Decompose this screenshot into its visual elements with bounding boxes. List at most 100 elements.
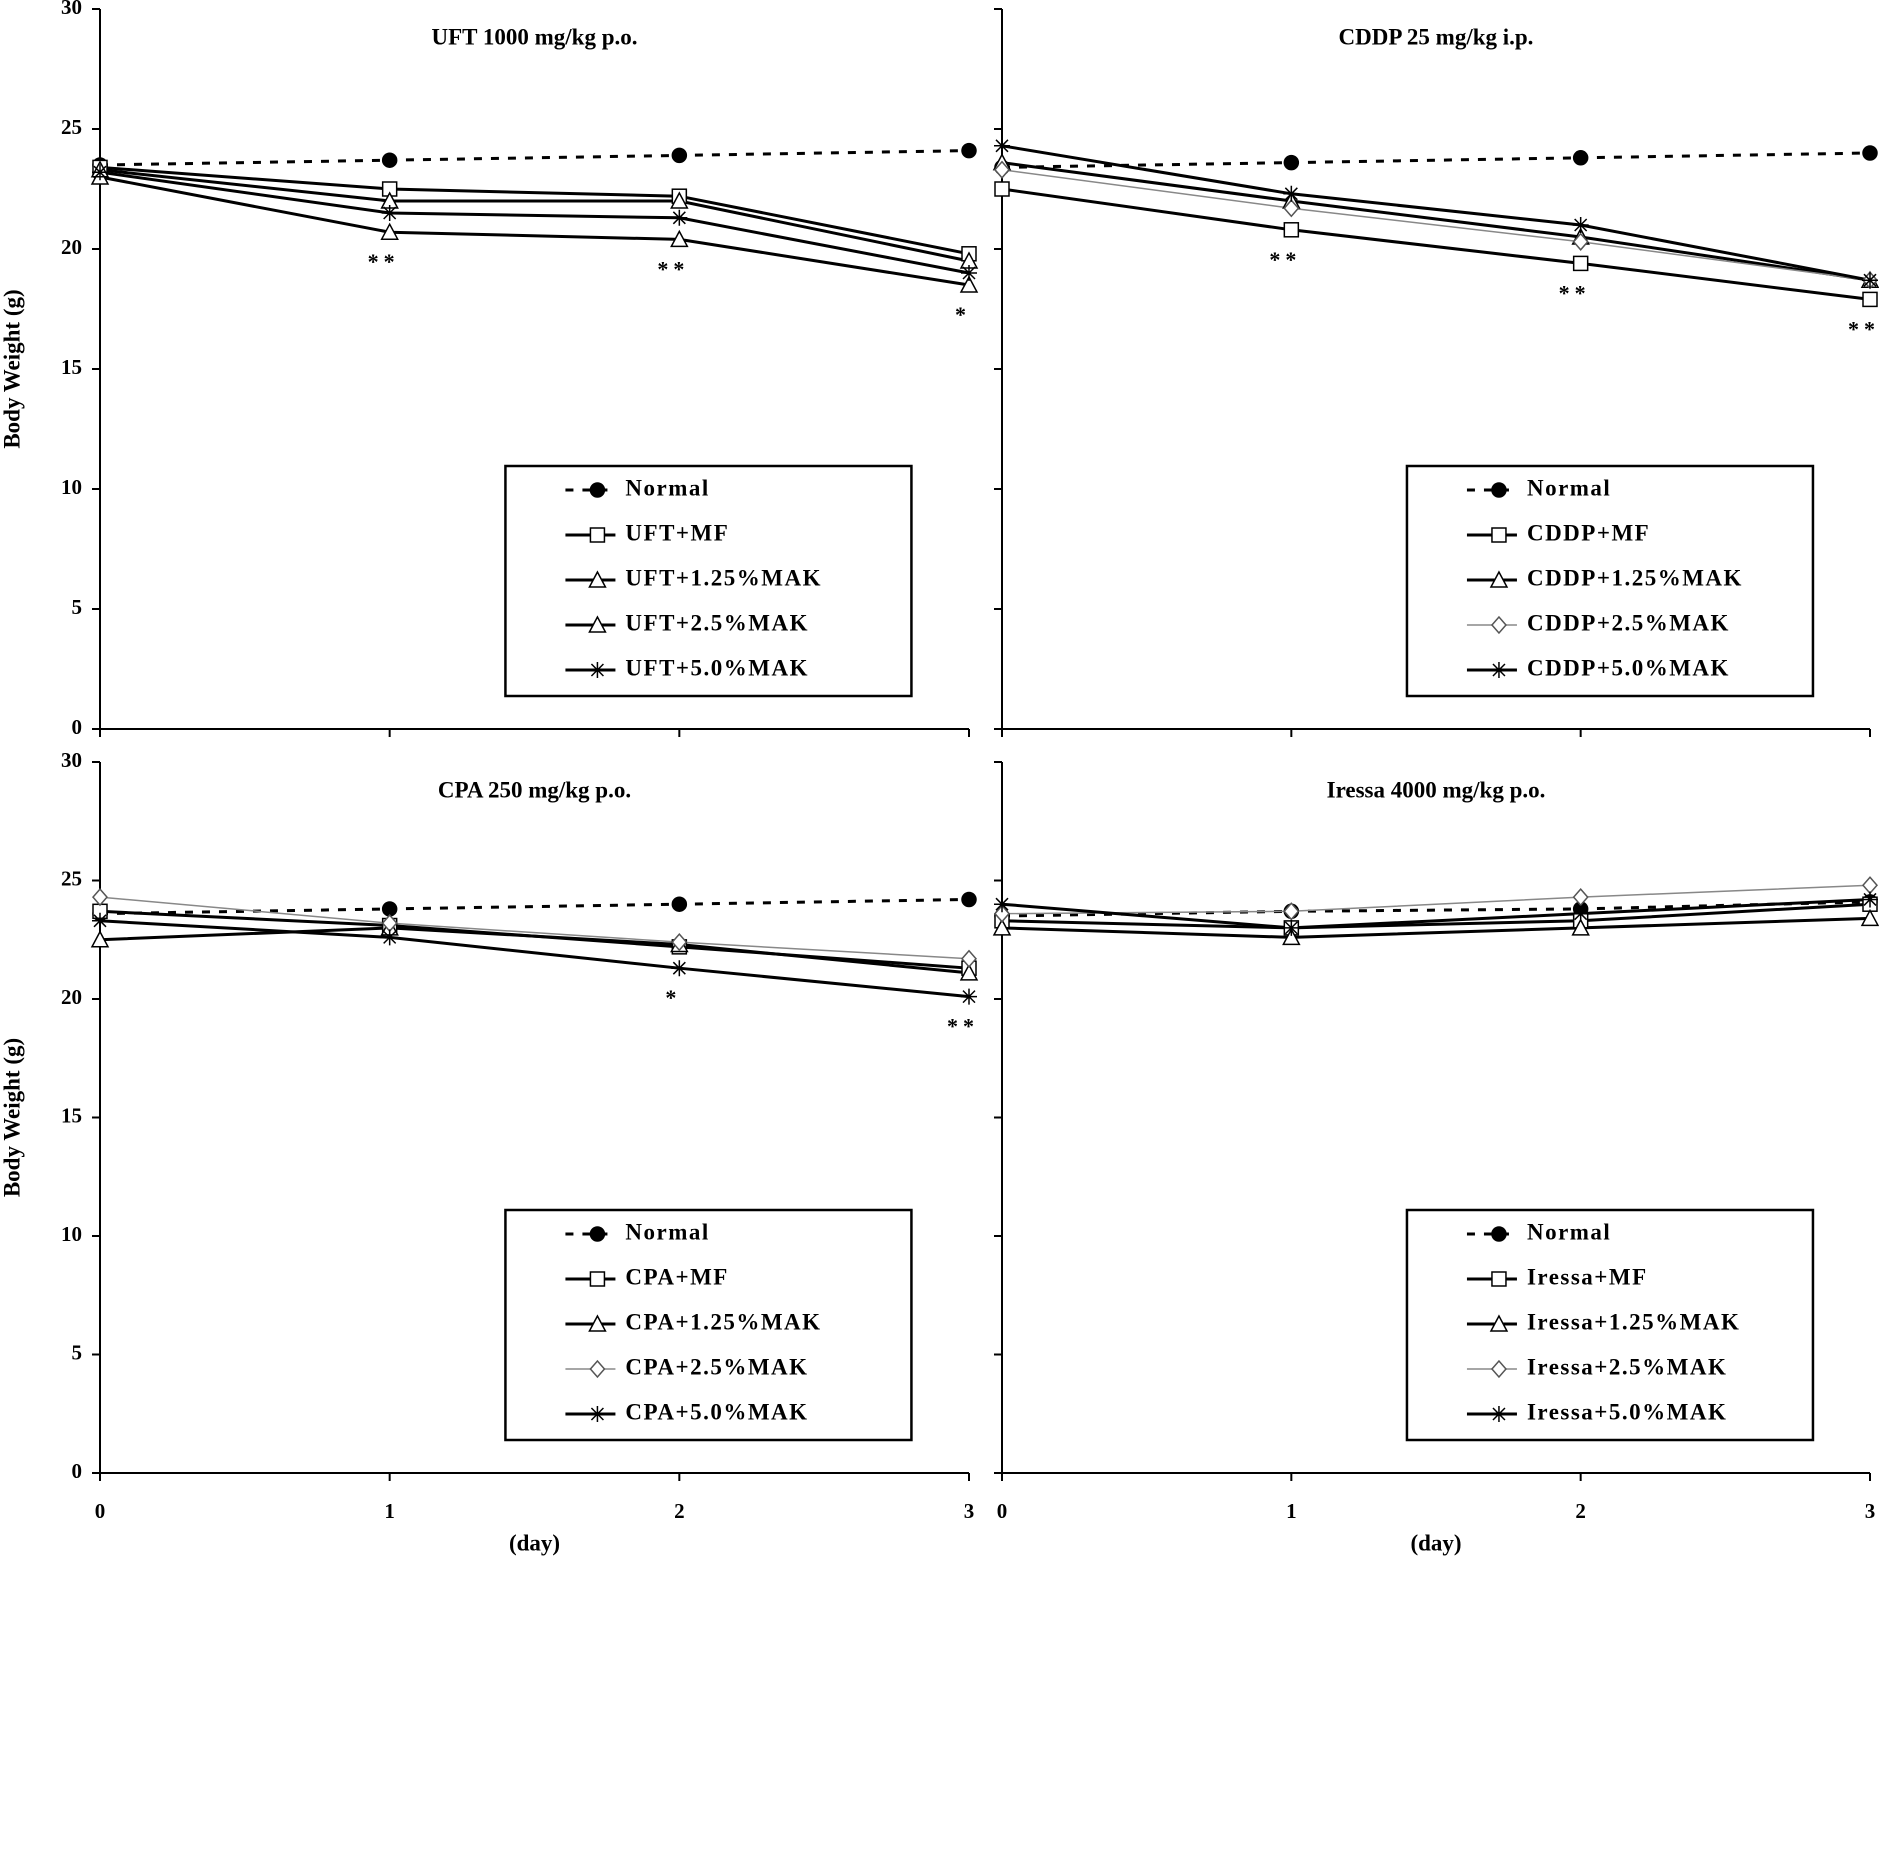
marker	[1862, 272, 1878, 289]
marker	[1571, 918, 1590, 936]
series-line	[1001, 884, 1871, 915]
y-tick-label: 0	[72, 715, 83, 739]
series-line	[1001, 151, 1871, 169]
y-tick-label: 25	[61, 115, 82, 139]
marker	[1491, 1226, 1507, 1242]
legend-label: Normal	[1527, 1219, 1611, 1244]
marker	[588, 1314, 607, 1332]
legend-label: Normal	[1527, 475, 1611, 500]
marker	[381, 929, 398, 946]
marker	[1283, 222, 1300, 238]
marker	[961, 988, 977, 1005]
legend-label: UFT+2.5%MAK	[625, 610, 809, 635]
series-line	[1001, 187, 1871, 301]
legend-label: CPA+MF	[625, 1264, 728, 1289]
marker	[1490, 1406, 1507, 1422]
marker	[1489, 570, 1509, 588]
y-tick-label: 15	[61, 355, 82, 379]
legend-label: Iressa+2.5%MAK	[1527, 1354, 1727, 1379]
legend-label: UFT+MF	[625, 520, 729, 545]
marker	[961, 949, 977, 968]
marker	[961, 142, 977, 159]
annotation: *	[665, 985, 681, 1010]
x-tick-label: 1	[1286, 1499, 1297, 1523]
series-line	[1001, 916, 1871, 939]
y-tick-label: 10	[61, 1222, 82, 1246]
annotation: **	[368, 249, 400, 274]
marker	[1862, 291, 1878, 308]
chart-title: CDDP 25 mg/kg i.p.	[1339, 24, 1534, 49]
marker	[1572, 887, 1589, 907]
legend-label: Normal	[625, 1219, 709, 1244]
y-tick-label: 30	[61, 0, 82, 19]
marker	[671, 147, 688, 164]
x-axis-label: (day)	[509, 1530, 560, 1555]
marker	[380, 222, 399, 240]
legend-label: CDDP+5.0%MAK	[1527, 655, 1730, 680]
marker	[589, 662, 606, 678]
chart-title: UFT 1000 mg/kg p.o.	[432, 24, 638, 49]
y-tick-label: 5	[72, 595, 83, 619]
x-axis-label: (day)	[1410, 1530, 1461, 1555]
marker	[1283, 919, 1300, 936]
marker	[1490, 1359, 1507, 1379]
series-line	[99, 149, 970, 167]
marker	[92, 912, 108, 929]
marker	[92, 164, 108, 181]
marker	[1491, 482, 1507, 498]
series-line	[99, 926, 970, 975]
y-tick-label: 25	[61, 866, 82, 890]
marker	[1572, 150, 1589, 166]
marker	[1862, 891, 1878, 908]
chart-title: Iressa 4000 mg/kg p.o.	[1327, 777, 1546, 802]
x-tick-label: 3	[1865, 1499, 1876, 1523]
marker	[1860, 908, 1879, 927]
marker	[671, 932, 688, 952]
marker	[959, 275, 979, 293]
series-line	[99, 170, 970, 275]
marker	[994, 181, 1010, 197]
series-line	[1001, 161, 1871, 282]
annotation: **	[1269, 247, 1301, 272]
marker	[589, 1406, 606, 1422]
marker	[1282, 927, 1301, 946]
marker	[588, 615, 607, 633]
y-tick-label: 10	[61, 475, 82, 499]
y-tick-label: 20	[61, 985, 82, 1009]
series-line	[99, 168, 970, 263]
marker	[961, 265, 977, 281]
y-axis-label: Body Weight (g)	[0, 289, 24, 448]
y-tick-label: 20	[61, 235, 82, 259]
legend-label: CPA+1.25%MAK	[625, 1309, 821, 1334]
marker	[959, 963, 979, 981]
series-line	[99, 919, 970, 999]
series-line	[1001, 897, 1871, 930]
legend-label: CDDP+2.5%MAK	[1527, 610, 1730, 635]
annotation: **	[947, 1014, 979, 1039]
legend-label: Iressa+5.0%MAK	[1527, 1399, 1727, 1424]
x-tick-label: 2	[674, 1499, 685, 1523]
marker	[381, 901, 398, 917]
marker	[670, 191, 689, 209]
marker	[1283, 902, 1300, 921]
marker	[1489, 1314, 1509, 1332]
marker	[1283, 154, 1300, 171]
series-line	[99, 165, 970, 256]
marker	[671, 896, 688, 912]
x-tick-label: 0	[95, 1499, 106, 1523]
x-tick-label: 2	[1575, 1499, 1586, 1523]
series-line	[1001, 144, 1871, 282]
marker	[994, 896, 1010, 913]
annotation: **	[1848, 316, 1879, 341]
marker	[589, 1359, 606, 1379]
y-axis-label: Body Weight (g)	[0, 1038, 24, 1197]
marker	[1572, 905, 1589, 922]
marker	[961, 891, 977, 908]
marker	[1491, 1271, 1507, 1287]
x-tick-label: 1	[384, 1499, 395, 1523]
series-line	[1001, 902, 1871, 930]
legend-label: CDDP+1.25%MAK	[1527, 565, 1743, 590]
marker	[1491, 527, 1507, 543]
series-line	[99, 896, 970, 960]
